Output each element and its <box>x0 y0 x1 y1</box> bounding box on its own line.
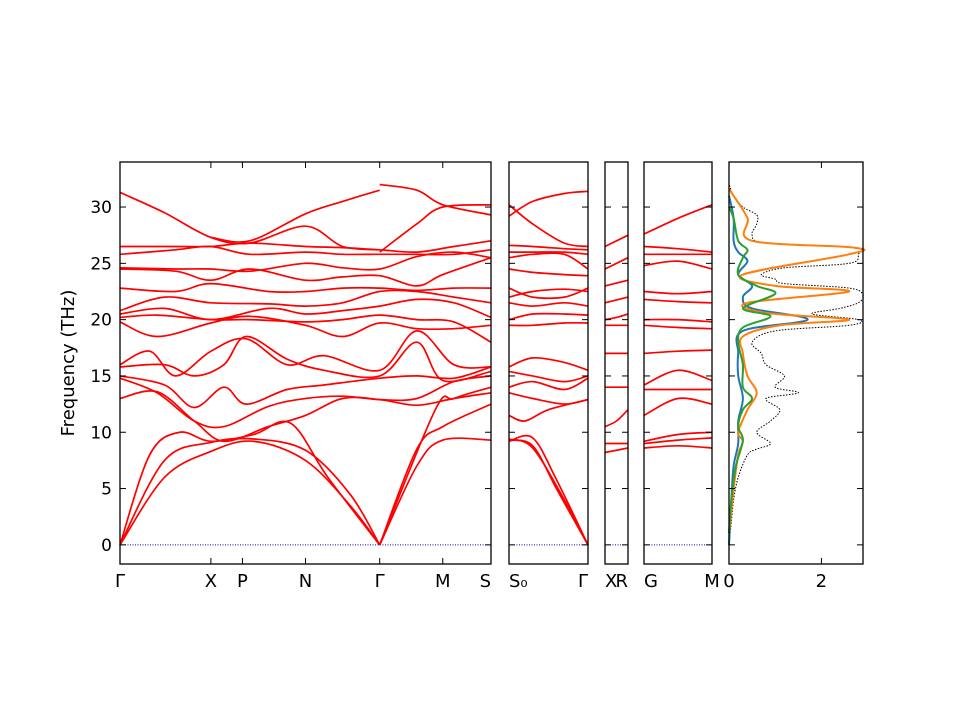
q-point-label-0-6: S <box>480 571 491 592</box>
band-line-0-16 <box>119 256 492 287</box>
band-line-2-8 <box>604 279 629 287</box>
q-point-label-3-1: M <box>704 571 720 592</box>
band-line-0-15 <box>119 282 492 294</box>
band-line-0-3 <box>378 437 492 546</box>
band-line-3-14 <box>643 245 713 253</box>
band-line-1-7 <box>508 356 589 372</box>
band-line-0-5 <box>378 386 492 546</box>
band-line-0-13 <box>119 298 492 321</box>
band-line-3-3 <box>643 397 713 417</box>
y-tick-label-30: 30 <box>90 198 112 218</box>
band-line-2-2 <box>604 409 629 428</box>
band-line-3-7 <box>643 324 713 330</box>
y-tick-label-10: 10 <box>90 423 112 443</box>
y-tick-label-0: 0 <box>101 536 112 556</box>
q-point-label-1-1: Γ <box>578 571 588 592</box>
band-panel-frame-2 <box>604 161 629 565</box>
band-line-1-1 <box>508 439 589 546</box>
band-line-0-21 <box>210 189 380 243</box>
q-point-label-0-2: P <box>237 571 248 592</box>
band-line-1-12 <box>508 287 589 300</box>
band-line-1-18 <box>508 204 589 248</box>
band-line-1-16 <box>508 244 589 251</box>
band-line-3-6 <box>643 349 713 355</box>
band-line-0-11 <box>119 315 492 338</box>
band-line-0-12 <box>119 314 492 343</box>
q-point-label-0-1: X <box>205 571 217 592</box>
band-line-2-10 <box>604 234 629 248</box>
band-line-1-10 <box>508 301 589 307</box>
band-line-0-7 <box>119 375 492 429</box>
y-tick-label-25: 25 <box>90 254 112 274</box>
band-panel-frame-0 <box>119 161 492 565</box>
q-point-label-3-0: G <box>644 571 658 592</box>
band-line-1-11 <box>508 288 589 298</box>
band-line-1-15 <box>509 251 589 256</box>
band-line-3-9 <box>643 298 713 304</box>
band-line-1-17 <box>508 190 589 217</box>
q-point-label-0-4: Γ <box>375 571 385 592</box>
band-line-3-5 <box>643 369 713 386</box>
band-line-2-6 <box>604 313 629 321</box>
band-line-1-2 <box>508 438 589 546</box>
dos-curve-2 <box>728 188 866 534</box>
q-point-label-0-3: N <box>299 571 312 592</box>
band-line-0-22 <box>379 183 492 216</box>
band-line-0-4 <box>378 403 492 546</box>
y-tick-label-20: 20 <box>90 311 112 331</box>
band-line-0-10 <box>119 330 492 377</box>
band-line-2-0 <box>604 447 629 454</box>
band-line-0-6 <box>119 390 492 443</box>
q-point-label-1-0: S₀ <box>509 571 528 592</box>
dos-curve-1 <box>728 195 809 545</box>
dos-panel-frame <box>728 161 864 565</box>
band-line-1-4 <box>508 391 589 405</box>
band-line-0-20 <box>119 191 380 251</box>
q-point-label-2-0: X <box>605 571 617 592</box>
y-tick-label-15: 15 <box>90 367 112 387</box>
band-line-0-0 <box>119 440 381 546</box>
q-point-label-0-5: M <box>435 571 451 592</box>
band-line-2-7 <box>604 296 629 304</box>
dos-curve-3 <box>728 206 777 534</box>
band-line-1-14 <box>508 252 589 270</box>
band-line-1-9 <box>508 312 589 321</box>
band-line-3-1 <box>643 437 713 445</box>
band-line-3-10 <box>643 290 713 295</box>
band-line-0-23 <box>379 203 492 253</box>
band-line-0-2 <box>119 420 381 546</box>
band-line-2-9 <box>604 256 629 270</box>
band-line-1-6 <box>508 370 589 383</box>
y-axis-label: Frequency (THz) <box>58 290 79 437</box>
band-line-3-0 <box>643 444 713 449</box>
band-line-0-1 <box>119 437 381 546</box>
q-point-label-0-0: Γ <box>115 571 125 592</box>
band-line-3-2 <box>643 431 713 443</box>
band-line-3-11 <box>643 260 713 270</box>
q-point-label-2-1: R <box>615 571 628 592</box>
band-line-0-14 <box>119 289 492 312</box>
band-line-1-5 <box>508 377 589 391</box>
dos-curve-0 <box>728 184 864 545</box>
band-line-0-9 <box>119 335 492 383</box>
band-panel-frame-3 <box>643 161 713 565</box>
band-line-1-13 <box>508 268 589 277</box>
band-line-3-13 <box>643 204 713 235</box>
y-tick-label-5: 5 <box>101 480 112 500</box>
band-line-3-8 <box>643 318 713 323</box>
band-panel-frame-1 <box>508 161 589 565</box>
band-line-0-19 <box>119 239 492 254</box>
band-line-0-8 <box>119 366 492 409</box>
dos-x-tick-label-1: 2 <box>816 571 827 592</box>
band-line-0-17 <box>119 251 492 273</box>
band-line-1-0 <box>508 434 589 546</box>
dos-x-tick-label-0: 0 <box>723 571 734 592</box>
band-line-1-8 <box>508 321 589 327</box>
